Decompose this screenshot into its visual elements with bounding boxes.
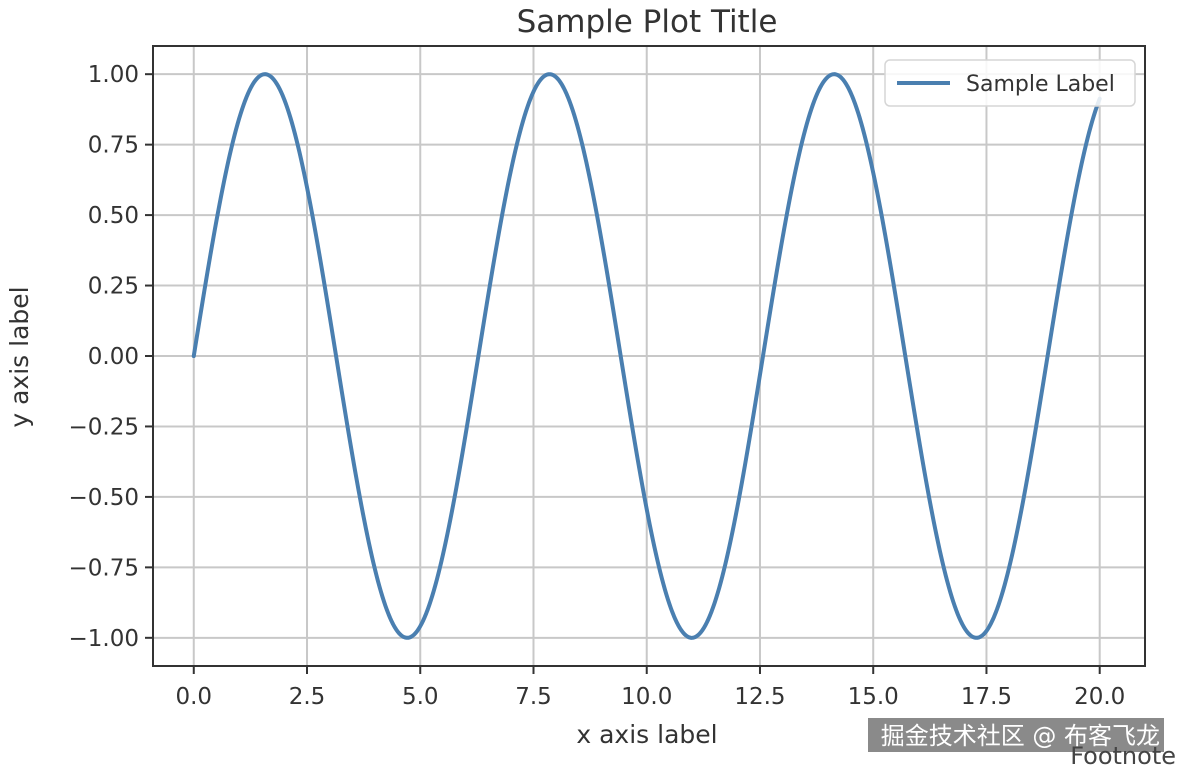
y-tick-label: −0.75 bbox=[69, 555, 139, 581]
y-tick-label: 0.00 bbox=[88, 344, 139, 370]
y-tick-label: 0.25 bbox=[88, 274, 139, 300]
x-axis-label: x axis label bbox=[576, 720, 717, 749]
series-layer bbox=[191, 72, 1102, 640]
x-tick-label: 2.5 bbox=[289, 684, 326, 710]
y-tick-label: 0.75 bbox=[88, 133, 139, 159]
y-tick-label: −0.50 bbox=[69, 485, 139, 511]
x-axis: 0.0 2.5 5.0 7.5 10.0 12.5 15.0 17.5 20.0 bbox=[175, 666, 1125, 710]
x-tick-label: 12.5 bbox=[734, 684, 785, 710]
x-tick-label: 20.0 bbox=[1074, 684, 1125, 710]
legend: Sample Label bbox=[884, 59, 1136, 107]
chart-title: Sample Plot Title bbox=[517, 4, 778, 40]
y-tick-label: −1.00 bbox=[69, 626, 139, 652]
watermark: 掘金技术社区 @ 布客飞龙 bbox=[881, 722, 1160, 750]
x-tick-label: 10.0 bbox=[621, 684, 672, 710]
x-tick-label: 7.5 bbox=[515, 684, 552, 710]
x-tick-label: 17.5 bbox=[961, 684, 1012, 710]
y-tick-label: 1.00 bbox=[88, 62, 139, 88]
grid bbox=[153, 46, 1145, 666]
x-tick-label: 5.0 bbox=[402, 684, 439, 710]
y-axis: 1.00 0.75 0.50 0.25 0.00 −0.25 −0.50 −0.75 −1.00 bbox=[69, 62, 153, 652]
footnote: Footnote bbox=[1070, 742, 1176, 770]
series-line-0 bbox=[191, 72, 1102, 640]
legend-entry-sample-label: Sample Label bbox=[966, 72, 1115, 97]
x-tick-label: 0.0 bbox=[175, 684, 212, 710]
y-tick-label: −0.25 bbox=[69, 414, 139, 440]
watermark-backdrop bbox=[868, 718, 1164, 752]
legend-box bbox=[884, 59, 1136, 107]
y-axis-label: y axis label bbox=[5, 286, 34, 427]
y-tick-label: 0.50 bbox=[88, 203, 139, 229]
x-tick-label: 15.0 bbox=[848, 684, 899, 710]
